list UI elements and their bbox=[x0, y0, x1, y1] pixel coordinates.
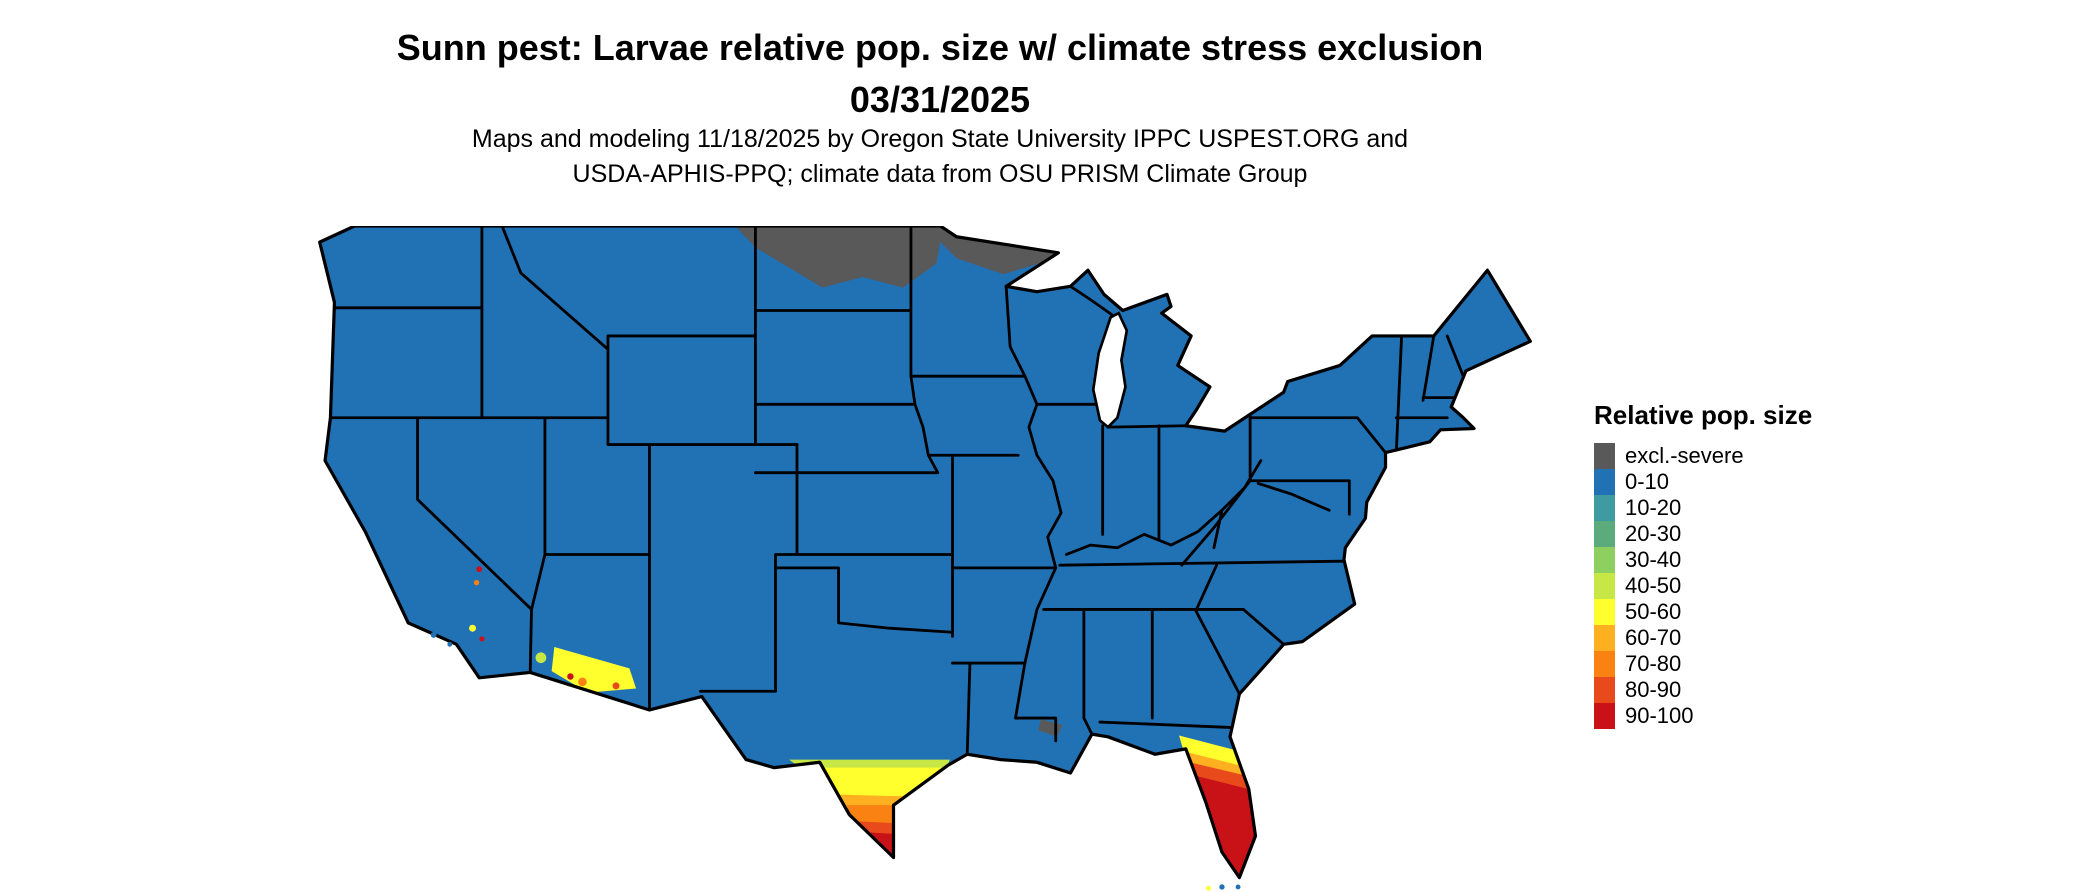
legend-swatch bbox=[1594, 547, 1615, 573]
legend-row: 60-70 bbox=[1594, 625, 1812, 651]
florida-heat-overlay bbox=[1179, 735, 1256, 878]
state-borders bbox=[324, 226, 1465, 756]
map-title-line1: Sunn pest: Larvae relative pop. size w/ … bbox=[396, 27, 1484, 68]
legend-swatch bbox=[1594, 469, 1615, 495]
legend-swatch bbox=[1594, 651, 1615, 677]
subtitle-block: Maps and modeling 11/18/2025 by Oregon S… bbox=[0, 122, 1880, 191]
us-map-svg bbox=[318, 226, 1532, 891]
legend-swatch bbox=[1594, 677, 1615, 703]
us-choropleth-map bbox=[313, 226, 1533, 891]
legend-row: 20-30 bbox=[1594, 521, 1812, 547]
legend-swatch bbox=[1594, 495, 1615, 521]
islands bbox=[430, 631, 1241, 891]
legend-label: 40-50 bbox=[1625, 573, 1682, 598]
legend-swatch bbox=[1594, 625, 1615, 651]
legend-row: 10-20 bbox=[1594, 495, 1812, 521]
title-block: Sunn pest: Larvae relative pop. size w/ … bbox=[0, 22, 1880, 126]
legend-swatch bbox=[1594, 703, 1615, 729]
legend-row: 70-80 bbox=[1594, 651, 1812, 677]
land-base-region bbox=[319, 226, 1531, 878]
legend-label: excl.-severe bbox=[1625, 443, 1744, 468]
map-legend: Relative pop. size excl.-severe 0-10 10-20… bbox=[1594, 400, 1812, 729]
texas-heat-overlay bbox=[788, 759, 950, 878]
legend-row: 50-60 bbox=[1594, 599, 1812, 625]
legend-label: 90-100 bbox=[1625, 703, 1694, 728]
legend-label: 50-60 bbox=[1625, 599, 1682, 624]
legend-swatch bbox=[1594, 573, 1615, 599]
southwest-heat-overlay bbox=[469, 566, 637, 693]
legend-row: excl.-severe bbox=[1594, 443, 1812, 469]
map-title-date: 03/31/2025 bbox=[849, 79, 1031, 121]
legend-row: 40-50 bbox=[1594, 573, 1812, 599]
us-outline bbox=[318, 226, 1532, 880]
legend-label: 0-10 bbox=[1625, 469, 1670, 494]
legend-row: 30-40 bbox=[1594, 547, 1812, 573]
legend-row: 80-90 bbox=[1594, 677, 1812, 703]
legend-swatch bbox=[1594, 599, 1615, 625]
legend-label: 10-20 bbox=[1625, 495, 1682, 520]
map-subtitle-line2: USDA-APHIS-PPQ; climate data from OSU PR… bbox=[572, 159, 1308, 188]
map-subtitle-line1: Maps and modeling 11/18/2025 by Oregon S… bbox=[471, 125, 1409, 153]
legend-label: 30-40 bbox=[1625, 547, 1682, 572]
legend-swatch bbox=[1594, 443, 1615, 469]
legend-row: 90-100 bbox=[1594, 703, 1812, 729]
legend-label: 60-70 bbox=[1625, 625, 1682, 650]
legend-title: Relative pop. size bbox=[1594, 400, 1813, 430]
legend-row: 0-10 bbox=[1594, 469, 1812, 495]
legend-swatch bbox=[1594, 521, 1615, 547]
legend-label: 20-30 bbox=[1625, 521, 1682, 546]
legend-label: 80-90 bbox=[1625, 677, 1682, 702]
legend-rows: excl.-severe 0-10 10-20 20-30 30-40 40-50 50-6… bbox=[1594, 443, 1812, 729]
legend-label: 70-80 bbox=[1625, 651, 1682, 676]
